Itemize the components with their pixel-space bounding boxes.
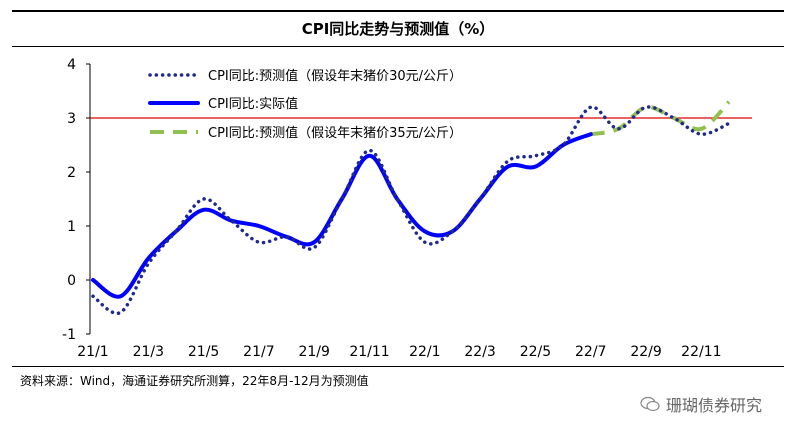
source-divider xyxy=(12,366,784,367)
source-note: 资料来源：Wind，海通证券研究所测算，22年8月-12月为预测值 xyxy=(20,374,369,388)
legend-label: CPI同比:实际值 xyxy=(208,96,298,112)
x-tick-label: 21/1 xyxy=(77,344,108,360)
series-line-dotted xyxy=(91,105,731,316)
x-tick-label: 22/1 xyxy=(409,344,440,360)
legend-label: CPI同比:预测值（假设年末猪价35元/公斤） xyxy=(208,125,462,141)
wechat-icon xyxy=(640,396,660,412)
legend-label: CPI同比:预测值（假设年末猪价30元/公斤） xyxy=(208,68,462,84)
x-tick-label: 21/3 xyxy=(133,344,164,360)
x-tick-label: 21/7 xyxy=(243,344,274,360)
x-tick-label: 21/9 xyxy=(298,344,329,360)
chart-title-bar: CPI同比走势与预测值（%） xyxy=(12,10,784,47)
chart-title: CPI同比走势与预测值（%） xyxy=(301,20,495,38)
watermark-text: 珊瑚债券研究 xyxy=(666,396,763,415)
x-tick-label: 22/3 xyxy=(464,344,495,360)
series-line-solid xyxy=(91,132,593,299)
y-tick-label: 0 xyxy=(67,273,76,289)
x-tick-label: 22/11 xyxy=(681,344,721,360)
y-tick-label: 3 xyxy=(67,111,76,127)
y-tick-label: 2 xyxy=(67,165,76,181)
x-tick-label: 22/7 xyxy=(575,344,606,360)
watermark: 珊瑚债券研究 xyxy=(640,392,762,416)
y-tick-label: -1 xyxy=(62,327,76,343)
x-tick-label: 21/11 xyxy=(349,344,389,360)
y-tick-label: 1 xyxy=(67,219,76,235)
x-tick-label: 21/5 xyxy=(188,344,219,360)
x-tick-label: 22/5 xyxy=(520,344,551,360)
x-tick-label: 22/9 xyxy=(630,344,661,360)
y-tick-label: 4 xyxy=(67,57,76,73)
